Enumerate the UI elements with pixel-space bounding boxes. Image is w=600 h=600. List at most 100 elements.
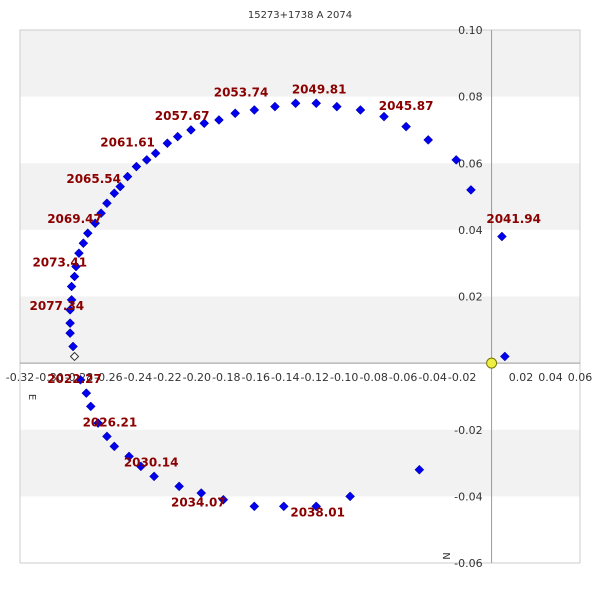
orbit-point — [109, 441, 120, 452]
orbit-point — [141, 155, 152, 165]
epoch-labels: 2022.27 2026.21 2030.14 2034.07 2038.01 2041.… — [30, 82, 541, 519]
x-tick-label: -0.08 — [359, 371, 387, 384]
orbit-point — [102, 431, 112, 442]
x-axis-label: E — [26, 394, 37, 400]
y-tick-label: 0.04 — [458, 224, 483, 237]
y-axis-label: N — [440, 552, 451, 559]
orbit-point — [270, 101, 280, 112]
orbit-point — [278, 501, 289, 512]
epoch-label: 2041.94 — [486, 212, 541, 226]
y-tick-label: -0.06 — [454, 557, 482, 570]
x-tick-labels: -0.32-0.30-0.28-0.26-0.24-0.22-0.20-0.18… — [6, 371, 592, 384]
chart-title: 15273+1738 A 2074 — [248, 10, 352, 21]
x-tick-label: -0.14 — [271, 371, 299, 384]
grid-band — [20, 429, 580, 497]
orbit-point — [401, 121, 411, 132]
orbit-point — [109, 188, 120, 199]
orbit-point — [379, 111, 389, 122]
epoch-label: 2065.54 — [66, 172, 121, 186]
orbit-point — [331, 101, 342, 112]
x-tick-label: -0.26 — [94, 371, 122, 384]
y-tick-label: 0.10 — [458, 24, 483, 37]
orbit-point — [65, 318, 75, 329]
orbit-point — [85, 401, 96, 412]
x-tick-label: -0.20 — [183, 371, 211, 384]
epoch-label: 2034.07 — [171, 495, 226, 509]
orbit-point — [172, 131, 183, 142]
x-tick-label: -0.02 — [448, 371, 476, 384]
epoch-label: 2057.67 — [155, 109, 210, 123]
x-tick-label: 0.06 — [568, 371, 593, 384]
x-tick-label: -0.12 — [301, 371, 329, 384]
orbit-point — [69, 271, 80, 282]
orbit-point — [81, 388, 92, 398]
orbit-point — [199, 118, 210, 129]
orbit-point — [162, 138, 173, 149]
orbit-point — [249, 105, 260, 115]
orbit-point — [122, 171, 133, 182]
x-tick-label: -0.32 — [6, 371, 34, 384]
orbit-point — [124, 451, 134, 462]
orbit-point — [135, 461, 146, 472]
x-tick-label: -0.24 — [124, 371, 152, 384]
orbit-point — [65, 304, 75, 315]
orbit-point — [451, 155, 462, 165]
epoch-label: 2030.14 — [124, 455, 179, 469]
epoch-label: 2053.74 — [214, 86, 269, 100]
grid-band — [20, 30, 580, 97]
orbit-point — [423, 135, 434, 145]
orbit-point — [74, 248, 84, 259]
orbit-point — [150, 148, 161, 159]
x-tick-label: -0.10 — [330, 371, 358, 384]
orbit-point — [355, 105, 366, 115]
orbit-point — [290, 98, 301, 109]
orbit-point — [65, 328, 75, 338]
orbit-point — [345, 491, 355, 502]
y-tick-labels: 0.10 0.08 0.06 0.04 0.02 -0.02 -0.04 -0.06 — [454, 24, 482, 570]
orbit-point — [230, 108, 241, 119]
orbit-point — [311, 98, 322, 109]
y-tick-label: 0.02 — [458, 291, 483, 304]
orbit-point — [174, 481, 185, 492]
epoch-label: 2061.61 — [100, 136, 155, 150]
orbit-point — [466, 185, 476, 195]
orbit-point — [66, 281, 77, 292]
markers — [69, 351, 498, 369]
orbit-point — [96, 208, 106, 219]
y-tick-label: -0.02 — [454, 424, 482, 437]
plot-frame — [19, 29, 581, 564]
orbit-point — [186, 125, 196, 135]
orbit-point — [497, 231, 507, 242]
x-tick-label: -0.30 — [35, 371, 63, 384]
orbit-point — [249, 501, 260, 512]
orbit-point — [75, 374, 86, 385]
orbit-point — [68, 341, 78, 352]
orbit-point — [78, 238, 89, 249]
orbit-point — [71, 261, 81, 272]
orbit-point — [93, 418, 103, 428]
x-tick-label: -0.04 — [418, 371, 446, 384]
x-tick-label: 0.04 — [538, 371, 563, 384]
orbit-point — [196, 488, 207, 498]
epoch-label: 2077.34 — [30, 299, 85, 313]
orbit-points — [65, 98, 510, 512]
orbit-point — [311, 501, 322, 512]
orbit-point — [218, 494, 229, 505]
x-tick-label: 0.02 — [509, 371, 534, 384]
epoch-label: 2049.81 — [292, 82, 347, 96]
orbit-point — [82, 228, 93, 239]
epoch-label: 2073.41 — [32, 256, 87, 270]
y-tick-label: -0.04 — [454, 490, 482, 503]
epoch-label: 2038.01 — [290, 505, 345, 519]
orbit-point — [90, 218, 101, 229]
orbit-point — [414, 464, 425, 475]
orbit-point — [115, 181, 126, 192]
epoch-label: 2026.21 — [83, 415, 138, 429]
x-tick-label: -0.06 — [389, 371, 417, 384]
orbit-point — [66, 294, 77, 305]
grid-bands — [20, 30, 580, 497]
orbit-point — [149, 471, 159, 482]
primary-star-marker — [486, 357, 498, 369]
grid-band — [20, 296, 580, 364]
